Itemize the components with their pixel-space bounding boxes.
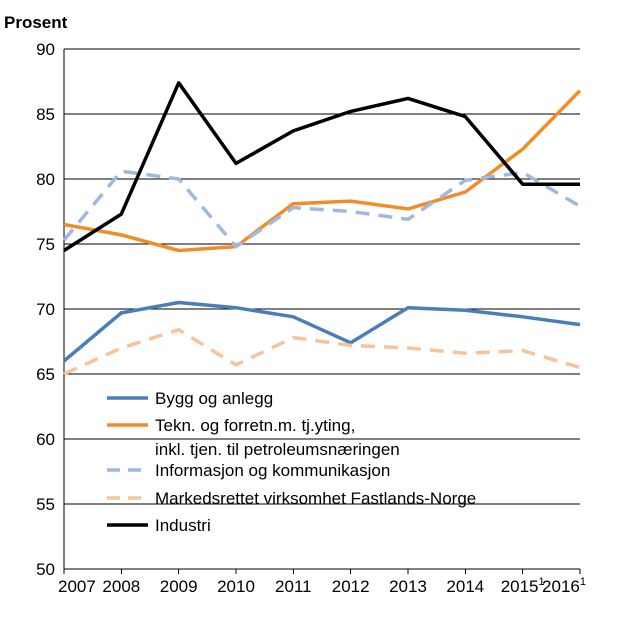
- y-tick-labels: 50 55 60 65 70 75 80 85 90: [36, 40, 55, 579]
- series-lines: [62, 81, 582, 376]
- x-tick-year: 2015: [501, 577, 539, 596]
- y-tick-label: 55: [36, 495, 55, 514]
- gridlines: [64, 48, 580, 505]
- x-tick-year: 2012: [332, 577, 370, 596]
- x-tick-year: 2009: [160, 577, 198, 596]
- x-tick-footnote-mark: 1: [539, 576, 545, 588]
- y-tick-label: 75: [36, 235, 55, 254]
- series-line-4: [63, 81, 580, 252]
- series-line-2: [62, 169, 581, 249]
- y-tick-label: 65: [36, 365, 55, 384]
- x-tick-footnote-mark: 1: [580, 576, 586, 588]
- x-tick-labels: 2007 2008 2009 2010 2011 2012 2013 2014 20151201…: [58, 576, 586, 596]
- y-tick-label: 50: [36, 560, 55, 579]
- x-tick-label: 2011: [275, 577, 312, 596]
- y-unit-label: Prosent: [4, 13, 68, 32]
- x-tick-label: 2010: [217, 577, 255, 596]
- series-line-1: [63, 89, 582, 253]
- y-tick-label: 70: [36, 300, 55, 319]
- x-tick-year: 2013: [389, 577, 427, 596]
- x-tick-label: 2014: [446, 577, 484, 596]
- legend-label: Industri: [155, 516, 211, 535]
- legend-label: Markedsrettet virksomhet Fastlands-Norge: [155, 489, 476, 508]
- x-tick-label: 2008: [102, 577, 140, 596]
- y-tick-label: 85: [36, 105, 55, 124]
- x-tick-year: 2008: [102, 577, 140, 596]
- x-tick-label: 2013: [389, 577, 427, 596]
- x-tick-label: 2012: [332, 577, 370, 596]
- x-tick-label: 2007: [58, 577, 96, 596]
- x-tick-year: 2010: [217, 577, 255, 596]
- x-tick-label: 20151: [501, 576, 545, 596]
- y-tick-label: 80: [36, 170, 55, 189]
- x-tick-year: 2016: [542, 577, 580, 596]
- series-line-3: [63, 328, 581, 376]
- legend-label: inkl. tjen. til petroleumsnæringen: [155, 440, 400, 459]
- x-tick-label: 2009: [160, 577, 198, 596]
- series-line-0: [62, 300, 581, 363]
- x-tick-year: 2014: [446, 577, 484, 596]
- legend-label: Bygg og anlegg: [155, 389, 273, 408]
- y-tick-label: 60: [36, 430, 55, 449]
- x-tick-label: 20161: [542, 576, 586, 596]
- legend-label: Tekn. og forretn.m. tj.yting,: [155, 416, 355, 435]
- y-tick-label: 90: [36, 40, 55, 59]
- axes: [63, 49, 581, 574]
- legend: Bygg og anlegg Tekn. og forretn.m. tj.yti…: [107, 389, 476, 535]
- x-tick-year: 2011: [275, 577, 312, 596]
- x-tick-year: 2007: [58, 577, 96, 596]
- legend-label: Informasjon og kommunikasjon: [155, 461, 390, 480]
